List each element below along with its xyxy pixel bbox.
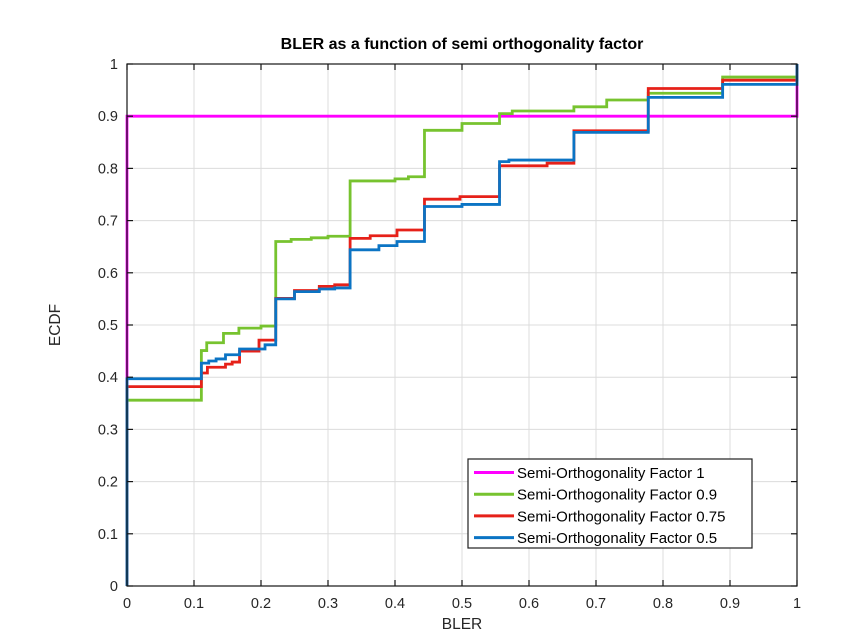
x-tick-label: 1 xyxy=(793,596,801,612)
y-tick-label: 0.6 xyxy=(98,266,118,282)
legend-item-label: Semi-Orthogonality Factor 0.5 xyxy=(517,530,717,547)
legend: Semi-Orthogonality Factor 1 Semi-Orthogon… xyxy=(467,458,753,549)
x-tick-label: 0.3 xyxy=(318,596,338,612)
y-tick-label: 0.5 xyxy=(98,318,118,334)
x-tick-label: 0.8 xyxy=(653,596,673,612)
legend-box xyxy=(467,458,753,549)
x-tick-label: 0.1 xyxy=(184,596,204,612)
x-tick-label: 0.5 xyxy=(452,596,472,612)
y-tick-label: 0.1 xyxy=(98,527,118,543)
x-axis-label: BLER xyxy=(442,616,483,633)
y-tick-label: 0.3 xyxy=(98,422,118,438)
y-tick-label: 0.4 xyxy=(98,370,118,386)
legend-item-label: Semi-Orthogonality Factor 0.75 xyxy=(517,508,725,525)
legend-item-label: Semi-Orthogonality Factor 1 xyxy=(517,465,705,482)
y-tick-label: 0.9 xyxy=(98,109,118,125)
y-tick-label: 0 xyxy=(110,579,118,595)
x-tick-label: 0.9 xyxy=(720,596,740,612)
legend-item-label: Semi-Orthogonality Factor 0.9 xyxy=(517,487,717,504)
x-tick-label: 0.7 xyxy=(586,596,606,612)
x-tick-label: 0.4 xyxy=(385,596,405,612)
x-tick-label: 0 xyxy=(123,596,131,612)
legend-item: Semi-Orthogonality Factor 0.75 xyxy=(474,508,725,525)
series-line-1 xyxy=(125,64,799,586)
y-axis-label: ECDF xyxy=(47,304,64,346)
y-tick-label: 0.8 xyxy=(98,161,118,177)
x-tick-label: 0.2 xyxy=(251,596,271,612)
series-line-2 xyxy=(125,64,799,586)
legend-item: Semi-Orthogonality Factor 1 xyxy=(474,465,705,482)
series-line-3 xyxy=(125,64,799,586)
x-tick-label: 0.6 xyxy=(519,596,539,612)
legend-item: Semi-Orthogonality Factor 0.5 xyxy=(474,530,717,547)
chart-title: BLER as a function of semi orthogonality… xyxy=(281,36,644,53)
legend-item: Semi-Orthogonality Factor 0.9 xyxy=(474,487,717,504)
tick-marks-and-labels: 0 0.1 0.2 0.3 0.4 0.5 0.6 0.7 0.8 0.9 1 0 0.1 0.2 0.3 0… xyxy=(98,57,801,612)
y-tick-label: 0.2 xyxy=(98,475,118,491)
y-tick-label: 0.7 xyxy=(98,214,118,230)
y-tick-label: 1 xyxy=(110,57,118,73)
